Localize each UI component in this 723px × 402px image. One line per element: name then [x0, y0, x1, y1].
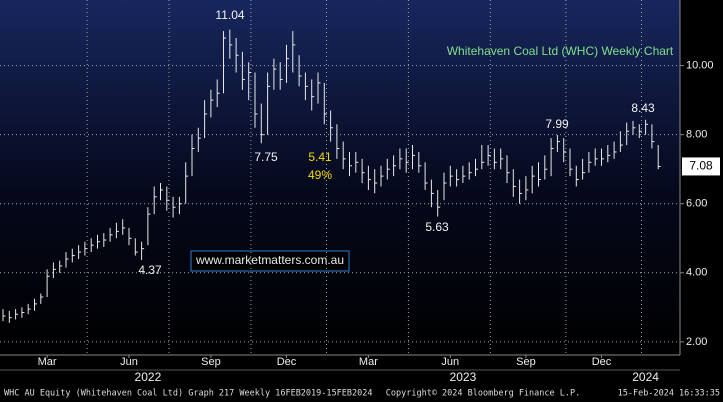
- year-label: 2023: [450, 370, 477, 384]
- footer-center: Copyright© 2024 Bloomberg Finance L.P.: [386, 389, 580, 399]
- y-tick-label: 10.00: [686, 60, 714, 72]
- year-label: 2024: [632, 370, 659, 384]
- chart-title: Whitehaven Coal Ltd (WHC) Weekly Chart: [447, 44, 674, 58]
- price-annotation: 7.99: [545, 117, 569, 131]
- y-tick-label: 2.00: [686, 336, 707, 348]
- x-tick-label: Mar: [359, 356, 378, 368]
- x-tick-label: Sep: [516, 356, 536, 368]
- last-price-label: 7.08: [689, 159, 713, 173]
- y-tick-label: 6.00: [686, 198, 707, 210]
- x-tick-label: Jun: [441, 356, 459, 368]
- footer-left: WHC AU Equity (Whitehaven Coal Ltd) Grap…: [4, 389, 372, 399]
- x-tick-label: Dec: [592, 356, 612, 368]
- watermark: www.marketmatters.com.au: [195, 253, 344, 267]
- y-tick-label: 4.00: [686, 267, 707, 279]
- axis-background: [680, 0, 723, 355]
- price-annotation: 4.37: [138, 263, 162, 277]
- last-price-box: [682, 157, 720, 176]
- watermark-box: [190, 250, 350, 272]
- price-annotation: 8.43: [631, 101, 655, 115]
- annotation: 49%: [308, 168, 332, 182]
- footer-strip: [0, 385, 723, 402]
- footer-right: 15-Feb-2024 16:33:35: [618, 389, 720, 399]
- x-tick-label: Jun: [120, 356, 138, 368]
- price-annotation: 7.75: [254, 150, 278, 164]
- y-tick-label: 8.00: [686, 129, 707, 141]
- price-annotation: 5.63: [425, 220, 449, 234]
- x-tick-label: Mar: [38, 356, 57, 368]
- x-tick-label: Sep: [201, 356, 221, 368]
- year-label: 2022: [135, 370, 162, 384]
- price-annotation: 11.04: [215, 8, 244, 22]
- annotation: 5.41: [308, 150, 332, 164]
- x-tick-label: Dec: [277, 356, 297, 368]
- plot-background: [0, 0, 680, 355]
